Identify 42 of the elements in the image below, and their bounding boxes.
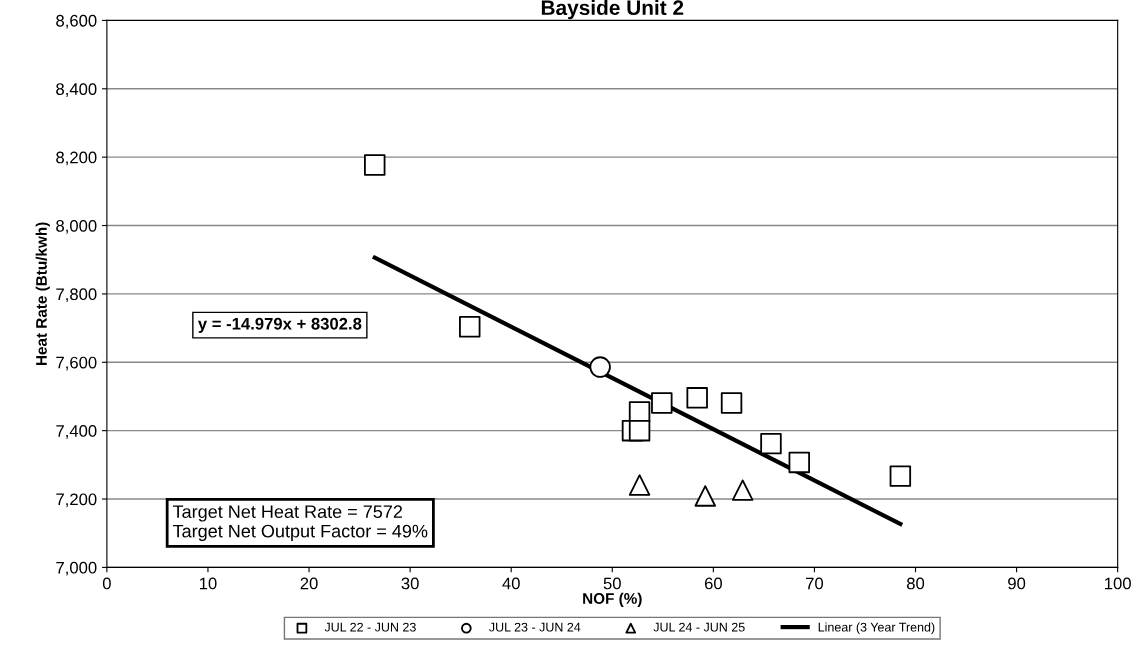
x-tick-label: 30 bbox=[401, 577, 419, 590]
x-tick-label: 100 bbox=[1105, 577, 1131, 590]
x-axis-title: NOF (%) bbox=[583, 592, 642, 607]
y-tick-label: 7,200 bbox=[56, 493, 97, 508]
point bbox=[889, 465, 912, 487]
point bbox=[686, 387, 708, 409]
y-tick-label: 8,600 bbox=[56, 14, 97, 29]
y-tick-label: 7,400 bbox=[56, 425, 97, 439]
x-tick-label: 60 bbox=[704, 577, 722, 590]
x-tick-label: 0 bbox=[102, 577, 111, 590]
x-tick-label: 90 bbox=[1008, 577, 1026, 590]
point bbox=[364, 154, 386, 176]
point bbox=[731, 479, 754, 501]
point bbox=[720, 392, 743, 414]
x-tick-label: 40 bbox=[502, 577, 520, 590]
y-tick-label: 8,400 bbox=[56, 83, 97, 97]
y-tick-label: 8,000 bbox=[56, 219, 97, 234]
x-tick-label: 20 bbox=[300, 577, 318, 590]
chart-title: Bayside Unit 2 bbox=[541, 0, 684, 20]
x-tick-label: 70 bbox=[806, 577, 824, 590]
point bbox=[628, 474, 651, 496]
y-tick-label: 7,000 bbox=[56, 561, 97, 576]
legend-label: JUL 22 - JUN 23 bbox=[324, 622, 416, 632]
x-tick-label: 10 bbox=[199, 577, 217, 590]
y-axis-title: Heat Rate (Btu/kwh) bbox=[35, 222, 50, 366]
point bbox=[788, 451, 810, 474]
legend-label: JUL 24 - JUN 25 bbox=[653, 622, 745, 632]
y-tick-label: 7,800 bbox=[56, 288, 97, 303]
point bbox=[651, 392, 673, 414]
legend-label: Linear (3 Year Trend) bbox=[818, 622, 935, 635]
annotation: y = -14.979x + 8302.8 bbox=[197, 317, 362, 333]
legend-label: JUL 23 - JUN 24 bbox=[489, 622, 581, 632]
x-tick-label: 80 bbox=[906, 577, 925, 590]
x-tick-label: 50 bbox=[603, 577, 621, 590]
point bbox=[589, 356, 611, 378]
point bbox=[694, 485, 716, 507]
annotation: Target Net Heat Rate = 7572 Target Net Output Factor = 49% bbox=[172, 505, 428, 542]
point bbox=[459, 316, 481, 338]
point bbox=[628, 419, 651, 442]
y-tick-label: 7,600 bbox=[56, 356, 97, 371]
y-tick-label: 8,200 bbox=[56, 151, 97, 166]
point bbox=[760, 432, 782, 455]
